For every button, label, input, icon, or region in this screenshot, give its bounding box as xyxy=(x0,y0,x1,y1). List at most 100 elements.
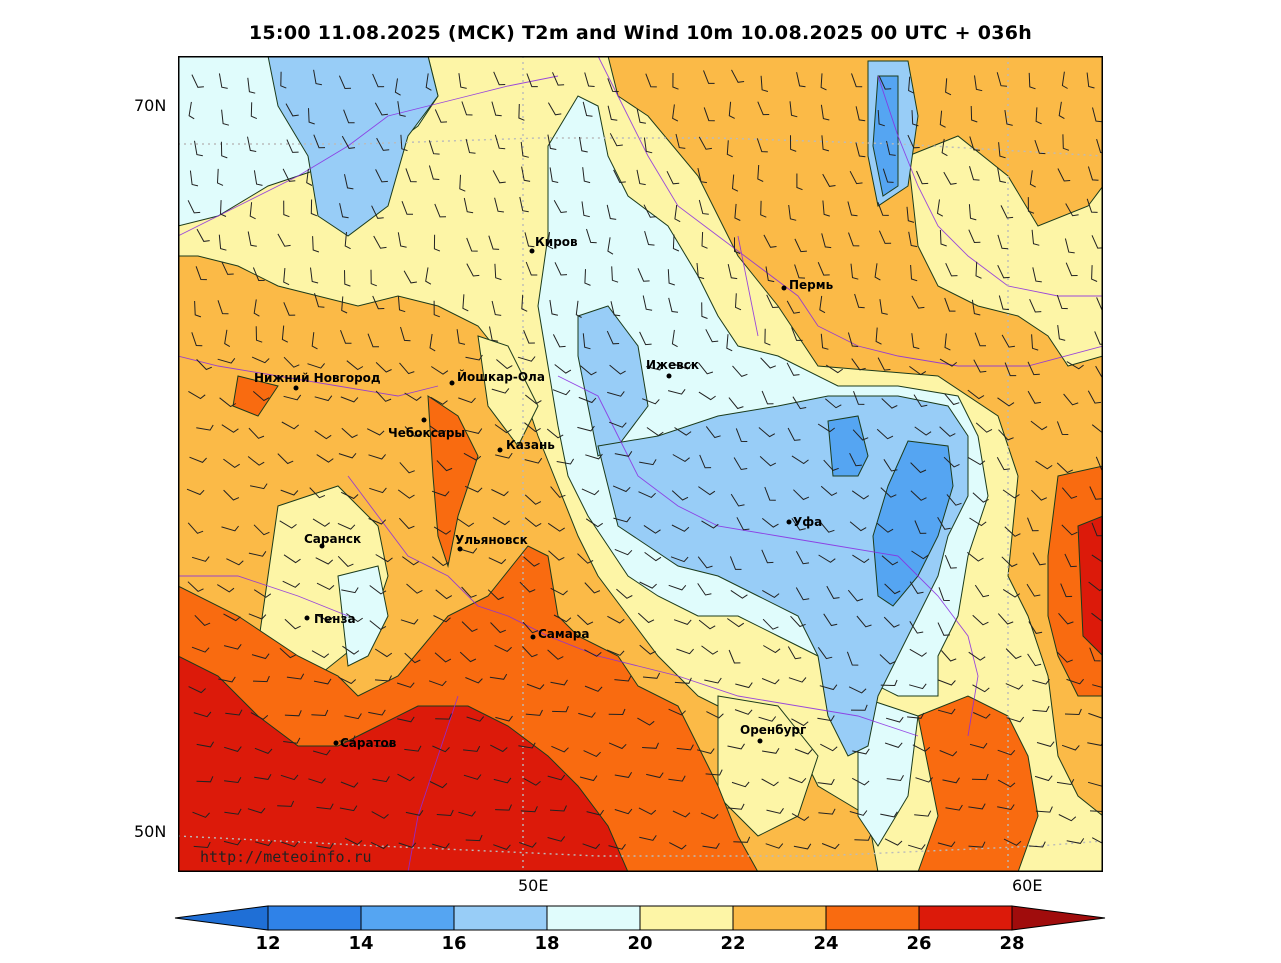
wind-barb xyxy=(819,521,835,533)
wind-barb xyxy=(939,110,946,128)
wind-barb xyxy=(493,71,506,86)
wind-barb xyxy=(1036,741,1055,747)
wind-barb xyxy=(998,295,1010,311)
wind-barb xyxy=(554,364,572,374)
wind-barb xyxy=(818,554,836,563)
wind-barb xyxy=(968,841,986,848)
wind-barb xyxy=(852,748,870,755)
wind-barb xyxy=(850,704,868,711)
wind-barb xyxy=(607,78,619,92)
wind-barb xyxy=(638,807,657,815)
wind-barb xyxy=(577,553,594,564)
city-label-ulyanovsk: Ульяновск xyxy=(455,533,528,547)
wind-barb xyxy=(286,673,305,680)
colorbar-tick-label: 12 xyxy=(255,933,280,954)
wind-barb xyxy=(673,619,692,625)
wind-barb xyxy=(251,356,270,364)
wind-barb xyxy=(340,330,352,344)
wind-barb xyxy=(734,293,742,311)
wind-barb xyxy=(580,365,597,376)
wind-barb xyxy=(193,711,212,718)
wind-barb xyxy=(786,300,800,314)
wind-barb xyxy=(250,712,269,720)
colorbar-tick-label: 24 xyxy=(813,933,838,954)
wind-barb xyxy=(672,72,679,90)
wind-barb xyxy=(606,330,620,345)
wind-barb xyxy=(463,774,482,780)
wind-barb xyxy=(969,742,988,749)
wind-barb xyxy=(399,362,415,375)
wind-barb xyxy=(547,522,565,532)
wind-barb xyxy=(821,233,832,249)
wind-barb xyxy=(728,397,744,410)
wind-barb xyxy=(339,203,349,219)
wind-barb xyxy=(223,458,240,469)
wind-barb xyxy=(1027,361,1040,376)
wind-barb xyxy=(643,524,661,534)
wind-barb xyxy=(972,684,990,693)
wind-barb xyxy=(191,74,204,88)
wind-barb xyxy=(425,267,432,285)
wind-barb xyxy=(283,302,296,316)
wind-barb xyxy=(607,391,625,397)
wind-barb xyxy=(520,806,538,813)
wind-barb xyxy=(187,200,201,214)
wind-barb xyxy=(855,142,866,158)
wind-barb xyxy=(788,204,797,221)
wind-barb xyxy=(851,358,866,371)
wind-barb xyxy=(792,396,807,410)
wind-barb xyxy=(1001,334,1015,348)
wind-barb xyxy=(495,715,513,722)
wind-barb xyxy=(697,583,712,596)
wind-barb xyxy=(639,581,657,589)
wind-barb xyxy=(577,614,594,626)
wind-barb xyxy=(492,516,510,526)
wind-barb xyxy=(1004,526,1021,537)
wind-barb xyxy=(667,389,686,395)
wind-barb xyxy=(733,836,751,843)
wind-barb xyxy=(433,234,441,252)
wind-barb xyxy=(1061,524,1078,536)
wind-barb xyxy=(1058,814,1077,822)
city-ufa: Уфа xyxy=(786,515,822,529)
wind-barb xyxy=(494,134,506,150)
wind-barb xyxy=(223,644,242,650)
wind-barb xyxy=(488,557,507,565)
wind-barb xyxy=(1029,298,1042,313)
wind-barb xyxy=(248,551,267,557)
wind-barb xyxy=(281,421,300,430)
wind-barb xyxy=(316,582,335,590)
wind-barb xyxy=(969,517,987,527)
wind-barb xyxy=(698,199,709,215)
wind-barb xyxy=(732,365,748,377)
wind-barb xyxy=(851,73,863,88)
wind-barb xyxy=(578,712,596,718)
wind-barb xyxy=(705,769,723,776)
city-label-saratov: Саратов xyxy=(340,736,397,750)
wind-barb xyxy=(254,840,273,847)
wind-barb xyxy=(788,777,807,784)
wind-barb xyxy=(973,359,987,373)
wind-barb xyxy=(791,813,810,822)
colorbar-cell xyxy=(918,905,1013,931)
colorbar-tick-label: 26 xyxy=(906,933,931,954)
wind-barb xyxy=(1035,806,1053,813)
wind-barb xyxy=(492,170,506,184)
wind-barb xyxy=(796,173,803,191)
wind-barb xyxy=(729,556,742,570)
wind-barb xyxy=(491,388,510,394)
wind-barb xyxy=(757,101,770,116)
wind-barb xyxy=(764,328,771,346)
wind-barb xyxy=(286,139,299,153)
city-label-kazan: Казань xyxy=(506,438,555,452)
wind-barb xyxy=(970,105,978,123)
wind-barb xyxy=(916,170,929,185)
wind-barb xyxy=(277,233,291,247)
wind-barb xyxy=(726,334,733,352)
wind-barb xyxy=(403,270,417,284)
wind-barb xyxy=(284,710,302,717)
wind-barb xyxy=(1087,390,1101,404)
wind-barb xyxy=(280,774,299,781)
wind-barb xyxy=(340,396,359,403)
wind-barb xyxy=(577,425,595,432)
